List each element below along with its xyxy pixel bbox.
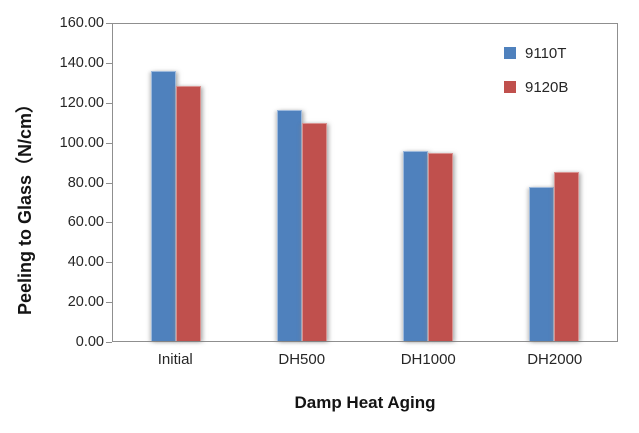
y-tick-mark [106,262,112,264]
y-tick-mark [106,62,112,64]
legend-swatch-9120B [504,81,516,93]
y-tick-label: 40.00 [67,254,104,271]
y-tick-mark [106,222,112,224]
y-tick-label: 160.00 [59,15,104,31]
y-tick-mark [106,342,112,343]
bar-9120B-DH500 [302,123,327,341]
category-group-dh1000 [365,24,491,341]
legend-item: 9110T [504,42,568,64]
category-group-dh2000 [491,24,617,341]
y-tick-mark [106,182,112,184]
y-tick-label: 60.00 [67,214,104,231]
bar-9120B-DH1000 [428,152,453,341]
y-tick-mark [106,23,112,24]
y-tick-label: 100.00 [59,134,104,151]
y-tick-label: 80.00 [67,174,104,191]
bar-9120B-Initial [176,86,201,341]
category-group-dh500 [239,24,365,341]
bar-9110T-DH1000 [403,150,428,341]
x-category-label: DH2000 [527,351,583,368]
legend-label: 9120B [525,78,569,96]
x-category-label: DH1000 [400,351,456,368]
x-axis-title: Damp Heat Aging [294,393,436,412]
x-axis-category-labels: Initial DH500 DH1000 DH2000 [112,351,618,368]
category-group-initial [113,24,239,341]
legend-swatch-9110T [504,47,516,59]
x-category-label: DH500 [278,351,326,368]
legend-label: 9110T [525,44,567,62]
plot-area [112,23,618,342]
y-tick-mark [106,102,112,104]
y-tick-label: 20.00 [67,294,104,311]
legend: 9110T 9120B [504,42,568,110]
bar-9110T-Initial [151,70,176,341]
y-tick-mark [106,142,112,144]
y-tick-label: 120.00 [59,94,104,111]
y-tick-label: 0.00 [75,334,104,350]
legend-item: 9120B [504,76,568,98]
bar-9110T-DH500 [277,110,302,341]
y-tick-label: 140.00 [59,54,104,71]
x-category-label: Initial [157,351,193,368]
bar-9120B-DH2000 [554,171,579,341]
y-tick-mark [106,302,112,304]
bar-9110T-DH2000 [529,187,554,341]
